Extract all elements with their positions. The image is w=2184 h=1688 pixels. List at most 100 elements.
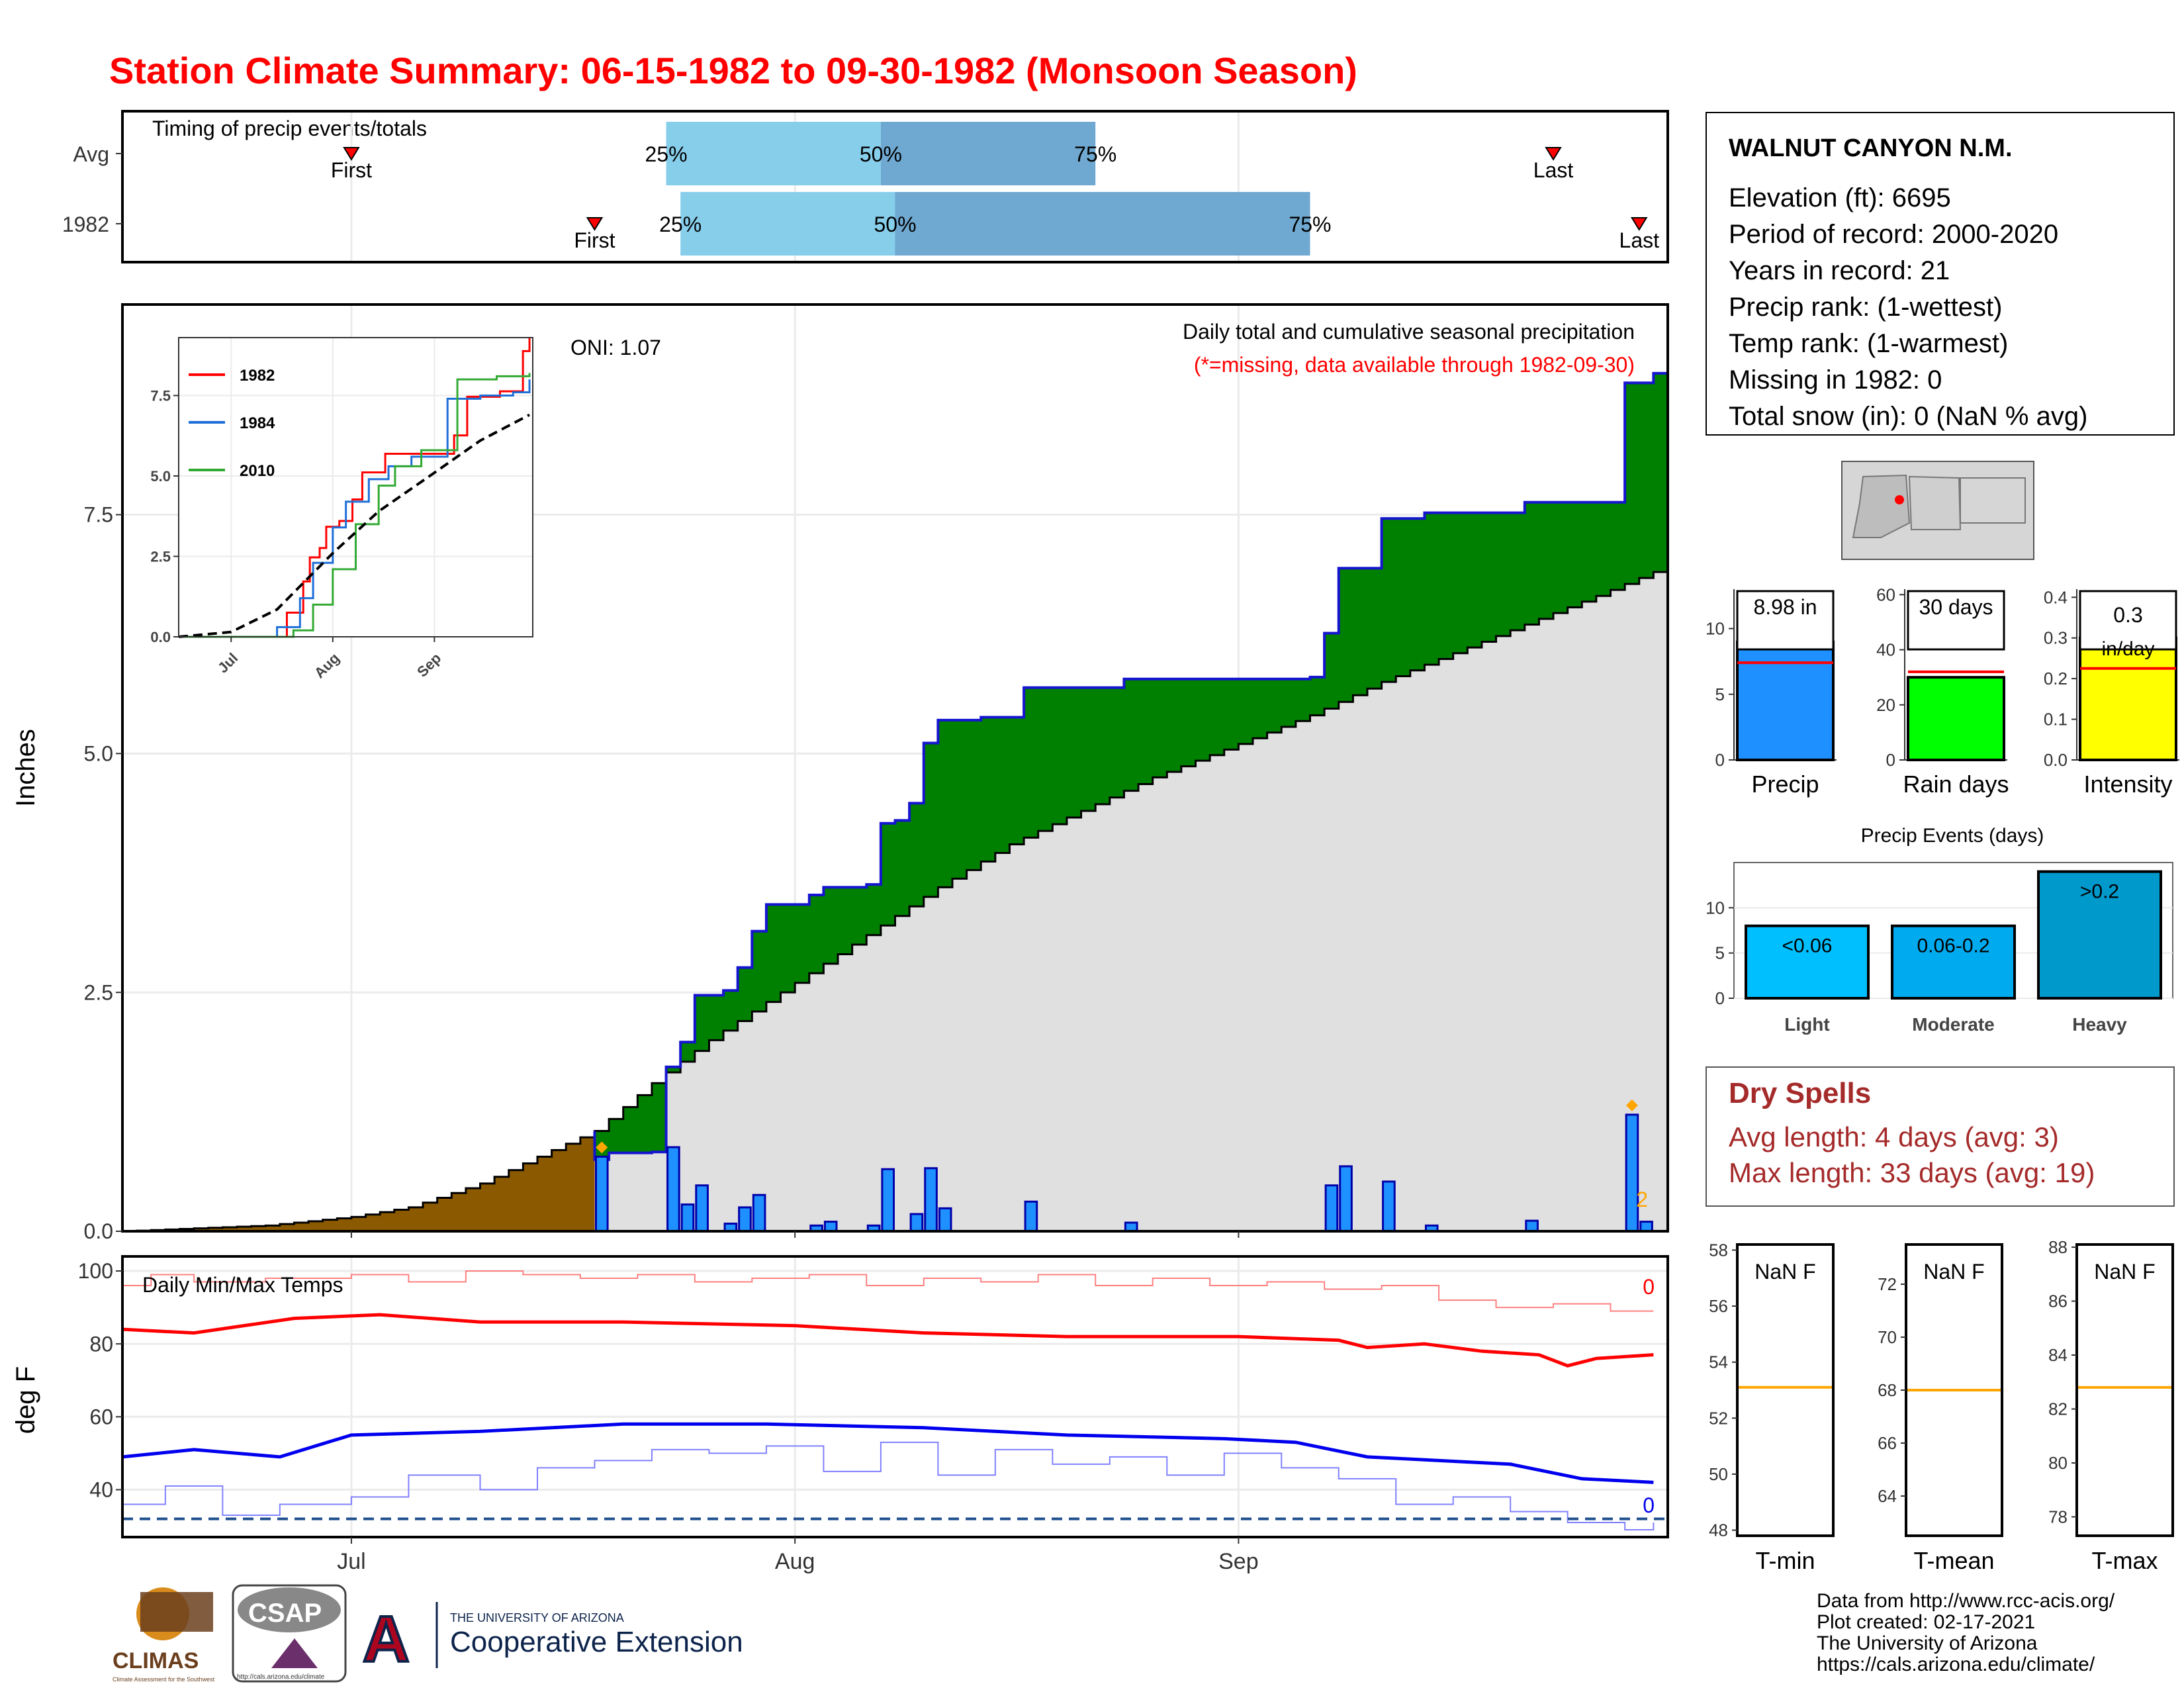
- temp-box-ytick-label: 80: [2048, 1453, 2068, 1473]
- events-category-label: Moderate: [1912, 1014, 1994, 1035]
- cumulative-precip-chart: 2 0.0 2.5 5.0 7.5 Inches Daily total and cumul…: [11, 303, 1669, 1243]
- temp-box-ytick-label: 86: [2048, 1291, 2068, 1311]
- temps-xtick-label: Jul: [337, 1549, 365, 1574]
- credit-line-2: Plot created: 02-17-2021: [1817, 1611, 2035, 1633]
- temp-box-ytick-label: 82: [2048, 1399, 2068, 1419]
- events-bar: [1745, 924, 1870, 1000]
- events-category-label: Heavy: [2072, 1014, 2127, 1035]
- timing-bar-50-75: [880, 122, 1096, 185]
- summary-ytick-label: 60: [1876, 585, 1895, 604]
- events-bar: [2037, 870, 2162, 1000]
- inset-series-2010-line: [179, 373, 531, 638]
- extreme-precip-marker-icon: [1625, 1099, 1638, 1111]
- timing-pct-label: 75%: [1074, 142, 1116, 166]
- ua-logo-letter: A: [363, 1603, 410, 1675]
- temps-ylabel: deg F: [11, 1366, 40, 1434]
- ua-logo-bg: [361, 1609, 422, 1668]
- inset-ytick-label: 2.5: [150, 548, 171, 565]
- climas-logo: CLIMAS Climate Assessment for the Southw…: [113, 1587, 215, 1683]
- temp-box-category: T-min: [1756, 1547, 1815, 1574]
- inset-series-1984-line: [179, 379, 531, 638]
- summary-bar-2: [2079, 636, 2177, 762]
- climas-logo-mark: [140, 1592, 213, 1632]
- precip-events-chart: Precip Events (days) 0 5 10 <0.06 Light 0.06-0…: [1706, 825, 2173, 1035]
- station-info-box: WALNUT CANYON N.M. Elevation (ft): 6695 P…: [1706, 112, 2175, 436]
- map-state-newmexico: [1908, 475, 1962, 530]
- events-bar-label: <0.06: [1782, 935, 1833, 957]
- info-line: Temp rank: (1-warmest): [1729, 329, 2008, 358]
- daily-precip-bar: [1324, 1184, 1339, 1233]
- precip-ytick-label: 2.5: [84, 980, 113, 1004]
- daily-precip-bar: [1525, 1219, 1539, 1233]
- footer: CLIMAS Climate Assessment for the Southw…: [113, 1584, 2115, 1683]
- summary-value-box: [1907, 590, 2005, 651]
- daily-precip-bar: [1625, 1113, 1639, 1233]
- inset-ytick-label: 7.5: [150, 387, 171, 404]
- credit-line-1: Data from http://www.rcc-acis.org/: [1817, 1590, 2115, 1612]
- summary-bar-0: [1736, 640, 1835, 762]
- timing-bar-25-50: [666, 122, 881, 185]
- info-line: Total snow (in): 0 (NaN % avg): [1729, 402, 2087, 431]
- ua-logo: A THE UNIVERSITY OF ARIZONA Cooperative …: [361, 1601, 743, 1677]
- temp-box-ytick-label: 56: [1709, 1296, 1728, 1316]
- dry-spells-frame: [1706, 1066, 2175, 1207]
- info-line: Precip rank: (1-wettest): [1729, 293, 2002, 322]
- temps-ytick-label: 100: [78, 1259, 113, 1283]
- daily-precip-bar: [938, 1207, 952, 1233]
- temps-xtick-label: Aug: [775, 1549, 815, 1574]
- daily-precip-bar: [909, 1213, 924, 1233]
- avg-min-line: [122, 1422, 1654, 1484]
- precip-ytick-label: 7.5: [84, 503, 113, 527]
- temp-box-value: NaN F: [1923, 1260, 1984, 1284]
- temp-box-ytick-label: 52: [1709, 1408, 1728, 1428]
- info-line: Period of record: 2000-2020: [1729, 220, 2058, 249]
- temp-box-frame: [2075, 1243, 2174, 1537]
- temp-box-ytick-label: 58: [1709, 1240, 1728, 1260]
- summary-value-label: 8.98 in: [1753, 595, 1817, 619]
- events-ytick-label: 10: [1706, 898, 1725, 917]
- csap-logo: CSAP http://cals.arizona.edu/climate: [232, 1584, 347, 1683]
- summary-value-box: [2079, 590, 2177, 651]
- timing-first-label: First: [574, 228, 615, 252]
- summary-ytick-label: 0.1: [2044, 710, 2068, 729]
- observed-cumulative-line: [593, 371, 1668, 1161]
- dry-spells-max: Max length: 33 days (avg: 19): [1729, 1157, 2095, 1188]
- temp-box-category: T-max: [2091, 1547, 2158, 1574]
- map-state-texas: [1960, 477, 2026, 524]
- temp-box-ytick-label: 64: [1878, 1486, 1897, 1506]
- summary-value-box: [1736, 590, 1835, 651]
- timing-bar-25-50: [680, 192, 895, 256]
- timing-pct-label: 75%: [1289, 212, 1331, 236]
- normal-cumulative-area: [122, 572, 1668, 1231]
- summary-bar-1: [1907, 676, 2005, 762]
- temps-plot-frame: [121, 1255, 1669, 1538]
- timing-panel: Timing of precip events/totals Avg 25% 50%…: [62, 110, 1669, 263]
- inset-legend-label: 2010: [240, 462, 275, 480]
- temps-xtick-label: Sep: [1218, 1549, 1259, 1574]
- csap-logo-mountain: [271, 1638, 318, 1668]
- info-line: Years in record: 21: [1729, 256, 1950, 285]
- normal-cumulative-line: [122, 571, 1668, 1233]
- deficit-area: [122, 1137, 595, 1231]
- events-ytick-label: 0: [1715, 988, 1725, 1008]
- dry-spells-avg: Avg length: 4 days (avg: 3): [1729, 1121, 2059, 1152]
- summary-category-label: Precip: [1751, 771, 1819, 798]
- summary-ytick-label: 10: [1706, 619, 1725, 639]
- climas-logo-text: CLIMAS: [113, 1648, 199, 1673]
- temp-box-ytick-label: 68: [1878, 1380, 1897, 1400]
- summary-value-label: 30 days: [1919, 595, 1993, 619]
- daily-precip-bar: [738, 1206, 752, 1233]
- dry-spells-title: Dry Spells: [1729, 1077, 1871, 1109]
- summary-ytick-label: 0.2: [2044, 669, 2068, 688]
- summary-bar-charts: 0 5 10 8.98 in Precip 0 20 40 60 30 days Rain days…: [1706, 585, 2179, 798]
- temp-box-value: NaN F: [1754, 1260, 1815, 1284]
- events-bar: [1891, 924, 2016, 1000]
- precip-ytick-label: 0.0: [84, 1219, 113, 1243]
- inset-plot-border: [178, 337, 533, 637]
- daily-precip-bar: [924, 1167, 938, 1233]
- temp-box-frame: [1736, 1243, 1835, 1537]
- precip-chart-title: Daily total and cumulative seasonal prec…: [1183, 320, 1635, 344]
- info-line: Missing in 1982: 0: [1729, 365, 1942, 395]
- timing-row-label: Avg: [73, 142, 109, 166]
- temp-box-ytick-label: 72: [1878, 1274, 1897, 1294]
